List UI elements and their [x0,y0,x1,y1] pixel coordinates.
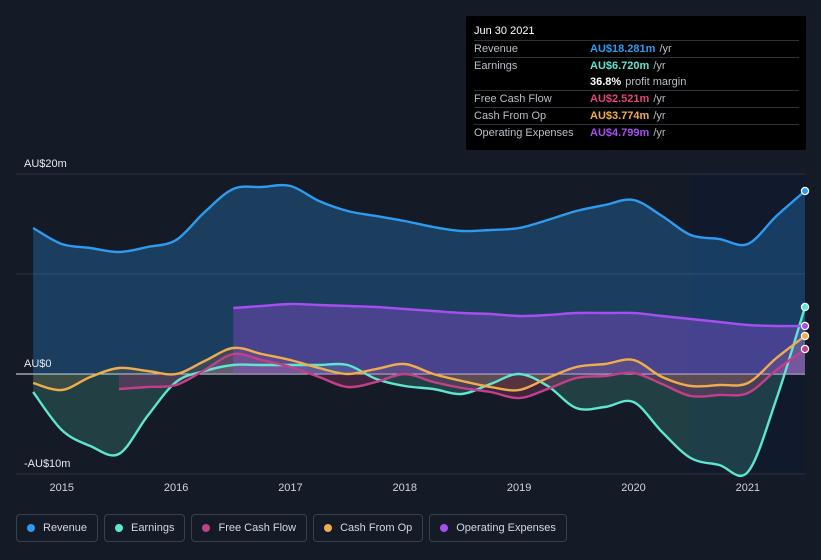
line-free-cash-flow [118,348,806,400]
line-operating-expenses [233,302,806,328]
line-earnings [32,306,807,478]
tooltip-value: AU$3.774m [590,110,650,122]
x-tick-label: 2021 [736,482,760,494]
legend-dot-icon [440,524,449,532]
tooltip-label: Cash From Op [474,110,547,122]
tooltip-unit: profit margin [625,76,687,88]
endpoint-operating-expenses [800,321,810,331]
tooltip-label [474,74,590,90]
legend-dot-icon [27,524,35,532]
tooltip-label: Free Cash Flow [474,93,552,105]
series-lines [32,183,807,478]
y-axis-labels: AU$20m AU$0 -AU$10m [24,158,70,470]
endpoint-revenue [800,186,810,196]
legend-label: Cash From Op [340,522,413,534]
tooltip-label: Revenue [474,43,519,55]
legend-dot-icon [324,524,333,532]
x-tick-label: 2016 [164,482,188,494]
area-earnings [33,307,806,476]
x-tick-label: 2019 [507,482,531,494]
endpoint-free-cash-flow [800,344,810,354]
tooltip-row-free-cash-flow: Free Cash Flow AU$2.521m /yr [474,90,799,107]
tooltip-row-earnings: Earnings AU$6.720m /yr [474,57,799,74]
tooltip-unit: /yr [653,60,666,72]
tooltip-row-profit-margin: 36.8% profit margin [474,74,799,90]
tooltip-label: Earnings [474,60,518,72]
legend-dot-icon [115,524,124,532]
endpoint-earnings [800,302,810,312]
x-tick-label: 2017 [278,482,302,494]
tooltip-row-revenue: Revenue AU$18.281m /yr [474,40,799,57]
legend-label: Revenue [43,522,88,534]
x-tick-label: 2020 [621,482,645,494]
legend-label: Free Cash Flow [218,522,297,534]
tooltip-date: Jun 30 2021 [474,25,535,37]
tooltip-unit: /yr [653,127,666,139]
tooltip-value: AU$6.720m [590,60,650,72]
tooltip-value: AU$2.521m [590,93,650,105]
series-areas [33,185,806,476]
tooltip-unit: /yr [653,110,666,122]
y-tick-label: AU$0 [24,358,52,370]
legend-dot-icon [202,524,211,532]
legend-item-free-cash-flow[interactable]: Free Cash Flow [191,514,308,542]
legend-label: Earnings [131,522,175,534]
tooltip-unit: /yr [659,43,672,55]
line-revenue [32,183,806,254]
tooltip-label: Operating Expenses [474,127,574,139]
endpoint-cash-from-op [800,331,810,341]
tooltip-row-operating-expenses: Operating Expenses AU$4.799m /yr [474,124,799,141]
tooltip-value: AU$18.281m [590,43,656,55]
area-operating-expenses [233,303,805,374]
line-cash-from-op [32,335,806,392]
legend-item-operating-expenses[interactable]: Operating Expenses [429,514,567,542]
legend-label: Operating Expenses [456,522,556,534]
y-tick-label: -AU$10m [24,458,70,470]
x-tick-label: 2018 [393,482,417,494]
legend-item-earnings[interactable]: Earnings [104,514,186,542]
area-free-cash-flow [118,349,806,399]
legend: Revenue Earnings Free Cash Flow Cash Fro… [16,514,567,542]
series-endpoints [800,186,810,354]
legend-item-revenue[interactable]: Revenue [16,514,99,542]
tooltip-unit: /yr [653,93,666,105]
tooltip-value: AU$4.799m [590,127,650,139]
x-tick-label: 2015 [49,482,73,494]
x-axis-labels: 2015 2016 2017 2018 2019 2020 2021 [49,482,760,494]
data-tooltip: Jun 30 2021 Revenue AU$18.281m /yr Earni… [466,16,806,150]
y-tick-label: AU$20m [24,158,67,170]
area-revenue [33,185,806,374]
legend-item-cash-from-op[interactable]: Cash From Op [313,514,424,542]
tooltip-row-cash-from-op: Cash From Op AU$3.774m /yr [474,107,799,124]
tooltip-value: 36.8% [590,76,622,88]
